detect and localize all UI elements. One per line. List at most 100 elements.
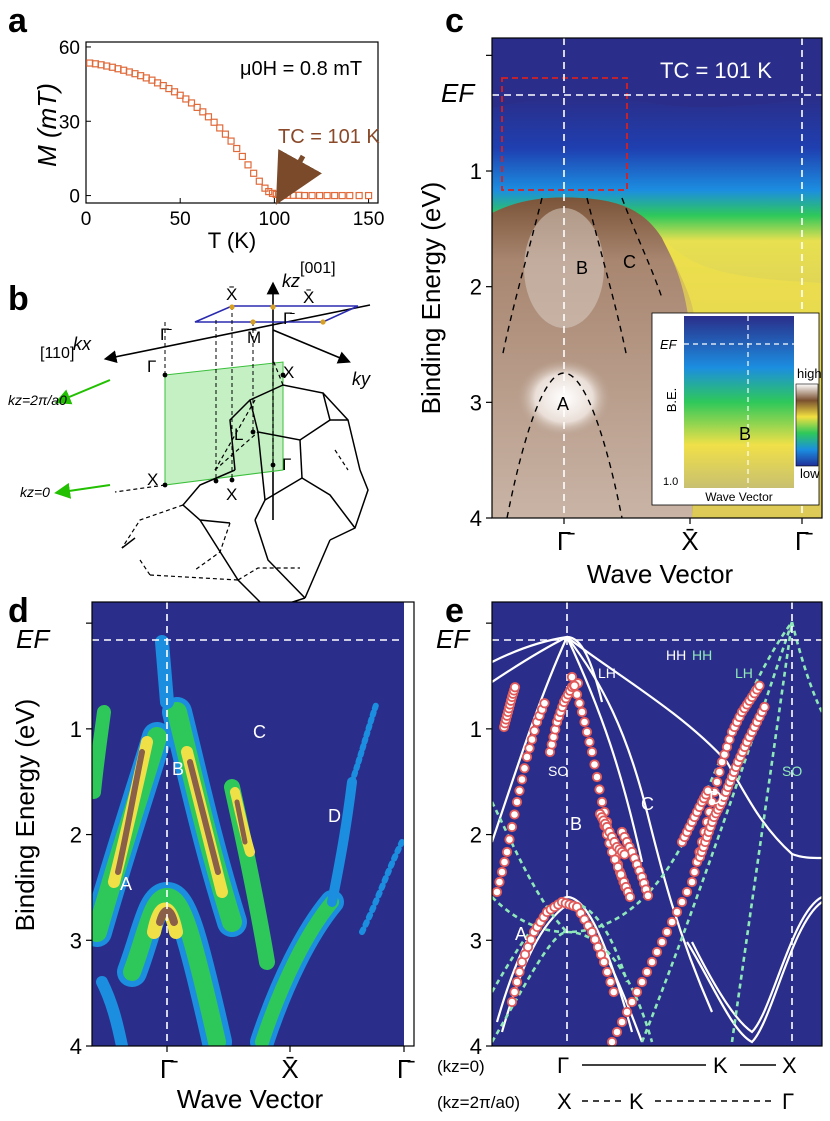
kx-axis: [103, 304, 371, 363]
path-row2-gamma: Γ: [782, 1089, 794, 1114]
panel-e-data-point: [631, 986, 643, 998]
panel-a-point: [204, 113, 213, 121]
panel-d-band-a: A: [120, 874, 132, 894]
panel-a-point: [227, 137, 235, 145]
panel-e-data-point: [509, 682, 521, 693]
panel-e-so-right: SO: [782, 763, 802, 779]
panel-e-label-c: C: [641, 794, 654, 814]
kz-plane-arrow: [54, 379, 111, 405]
panel-e-data-point: [494, 876, 505, 888]
panel-a-plot-frame: [85, 41, 379, 204]
panel-e-data-point: [714, 766, 725, 778]
panel-c-xtick-label: Γ̄: [795, 526, 813, 556]
panel-a-point: [346, 191, 354, 200]
panel-d-ytick-label: 3: [70, 928, 82, 953]
panel-a-point: [364, 191, 373, 200]
panel-e-label-a: A: [515, 924, 527, 944]
panel-e-ytick-label: 3: [470, 928, 482, 953]
panel-e-data-point: [598, 956, 610, 968]
panel-e-data-point: [651, 946, 663, 958]
panel-c-band-c: C: [623, 252, 636, 272]
panel-a-point: [210, 118, 218, 126]
panel-e-ytick-label: 1: [470, 717, 482, 742]
panel-a-point: [255, 177, 263, 185]
colorbar-low-label: low: [800, 466, 820, 481]
panel-a-xtick-label: 150: [353, 209, 385, 230]
panel-e-data-point: [511, 976, 523, 988]
panel-e-data-point: [524, 743, 535, 754]
panel-a-point: [308, 191, 316, 200]
panel-e-data-point: [619, 849, 630, 860]
inset-band-b: B: [739, 424, 751, 444]
panel-e-data-point: [621, 1006, 633, 1018]
panel-c-ytick-label: 1: [470, 159, 482, 184]
panel-letter-a: a: [8, 2, 28, 40]
l-label: L: [234, 425, 243, 444]
panel-a-point: [355, 191, 363, 200]
panel-e-data-point: [539, 698, 550, 709]
panel-e-ef-label: EF: [436, 624, 471, 654]
panel-e-data-point: [616, 1016, 628, 1028]
panel-letter-d: d: [8, 592, 29, 630]
panel-e-background: [492, 602, 822, 1046]
panel-e-data-point: [711, 776, 723, 788]
panel-a-point: [331, 191, 339, 200]
path-row2-prefix: (kz=2π/a0): [437, 1093, 520, 1112]
panel-d-ytick-label: 1: [70, 717, 82, 742]
x-bottom-label: X: [226, 485, 237, 504]
panel-letter-c: c: [445, 2, 464, 40]
panel-d-ef-label: EF: [16, 624, 51, 654]
panel-d-xtick-label: Γ̄: [160, 1054, 178, 1084]
panel-b-brillouin-zone: kz [001] [110] kx ky Γ̄ X̄ Γ̄ X̄ M̄ X Γ …: [8, 260, 371, 611]
x-bar-left-label: X̄: [226, 285, 237, 304]
ky-label: ky: [352, 369, 371, 389]
panel-e-ticks: 1 2 3 4: [470, 622, 492, 1059]
panel-d-arpes-second-derivative: 1 2 3 4 Γ̄ X̄ Γ̄ EF Binding Energy (eV) Wave V…: [10, 601, 415, 1114]
panel-c-band-b: B: [576, 258, 588, 278]
panel-c-xtick-label: Γ̄: [557, 526, 575, 556]
panel-a-tc-annotation: TC = 101 K: [278, 126, 380, 148]
bulk-brillouin-zone-hidden-edges: [114, 359, 349, 581]
panel-e-ytick-label: 2: [470, 823, 482, 848]
panel-e-data-point: [676, 896, 688, 908]
panel-d-ylabel: Binding Energy (eV): [10, 699, 40, 932]
panel-e-data-point: [689, 866, 700, 878]
kz-plane-highlight: [164, 361, 284, 486]
panel-e-data-point: [526, 734, 538, 745]
panel-e-data-point: [606, 1036, 618, 1046]
panel-a-point: [338, 191, 346, 200]
panel-a-xlabel: T (K): [208, 228, 256, 253]
panel-e-data-point: [584, 736, 595, 748]
panel-c-frame: [491, 37, 823, 519]
panel-c-ticks: 1 2 3 4 Γ̄ X̄ Γ̄: [470, 54, 813, 556]
panel-d-heatmap: [92, 602, 414, 1046]
gamma-bar-right-label: Γ̄: [283, 309, 295, 328]
panel-a-ylabel: M (mT): [32, 83, 62, 167]
panel-e-data-point: [571, 689, 583, 700]
panel-e-so-left: SO: [548, 763, 568, 779]
panel-e-data-point: [594, 784, 605, 795]
panel-a-magnetization-chart: 0 50 100 150 0 30 60 M (mT) T (K) μ0H = 0.8 mT…: [32, 38, 384, 253]
panel-e-data-point: [596, 796, 608, 808]
panel-e-data-point: [506, 821, 518, 833]
gamma-left-label: Γ: [147, 357, 156, 376]
panel-c-ylabel: Binding Energy (eV): [416, 182, 446, 415]
kx-label: kx: [73, 334, 92, 354]
panel-e-data-point: [641, 966, 653, 978]
inset-ef-label: EF: [660, 337, 678, 352]
panel-e-label-d: D: [709, 788, 722, 808]
panel-e-experimental-points: [492, 671, 770, 1046]
panel-d-ytick-label: 4: [70, 1034, 82, 1059]
panel-e-frame: [491, 601, 823, 1047]
panel-e-data-point: [602, 966, 613, 978]
panel-e-data-point: [516, 774, 528, 785]
panel-e-data-point: [579, 716, 590, 728]
panel-e-label-b: B: [570, 814, 582, 834]
panel-a-field-annotation: μ0H = 0.8 mT: [240, 58, 362, 80]
panel-e-data-point: [589, 759, 600, 770]
panel-d-ytick-label: 2: [70, 823, 82, 848]
path-row1-gamma: Γ: [557, 1053, 569, 1078]
surface-brillouin-zone: [194, 305, 359, 323]
panel-d-xlabel: Wave Vector: [177, 1084, 324, 1114]
